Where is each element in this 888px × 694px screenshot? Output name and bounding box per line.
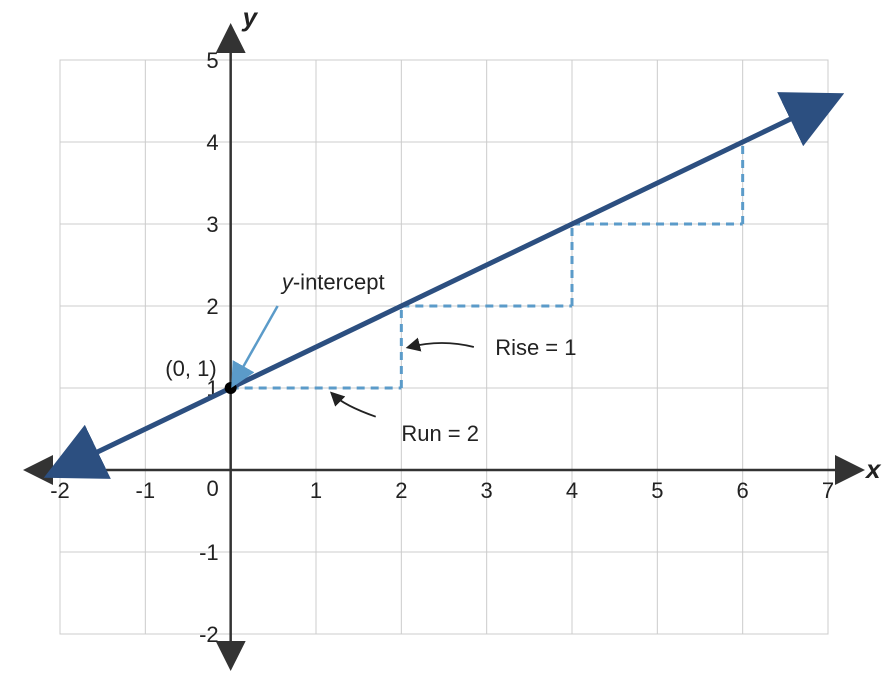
tick-label: 7 — [822, 478, 834, 503]
rise-annotation: Rise = 1 — [495, 335, 576, 360]
tick-label: -2 — [199, 622, 219, 647]
tick-label: -1 — [136, 478, 156, 503]
run-annotation: Run = 2 — [401, 421, 479, 446]
tick-label: 5 — [206, 48, 218, 73]
tick-label: 3 — [481, 478, 493, 503]
tick-label: 4 — [206, 130, 218, 155]
line-graph: -2-101234567-2-112345xy(0, 1)y-intercept… — [0, 0, 888, 694]
tick-label: -1 — [199, 540, 219, 565]
tick-label: 1 — [310, 478, 322, 503]
tick-label: 2 — [206, 294, 218, 319]
tick-label: 4 — [566, 478, 578, 503]
tick-label: 2 — [395, 478, 407, 503]
tick-label: 0 — [207, 476, 219, 501]
x-axis-label: x — [864, 454, 882, 484]
tick-label: -2 — [50, 478, 70, 503]
tick-label: 6 — [737, 478, 749, 503]
tick-label: 3 — [206, 212, 218, 237]
y-axis-label: y — [241, 2, 259, 32]
chart-container: -2-101234567-2-112345xy(0, 1)y-intercept… — [0, 0, 888, 694]
y-intercept-annotation: y-intercept — [280, 270, 385, 295]
y-intercept-coord-label: (0, 1) — [165, 356, 216, 381]
tick-label: 5 — [651, 478, 663, 503]
y-intercept-point — [225, 382, 237, 394]
